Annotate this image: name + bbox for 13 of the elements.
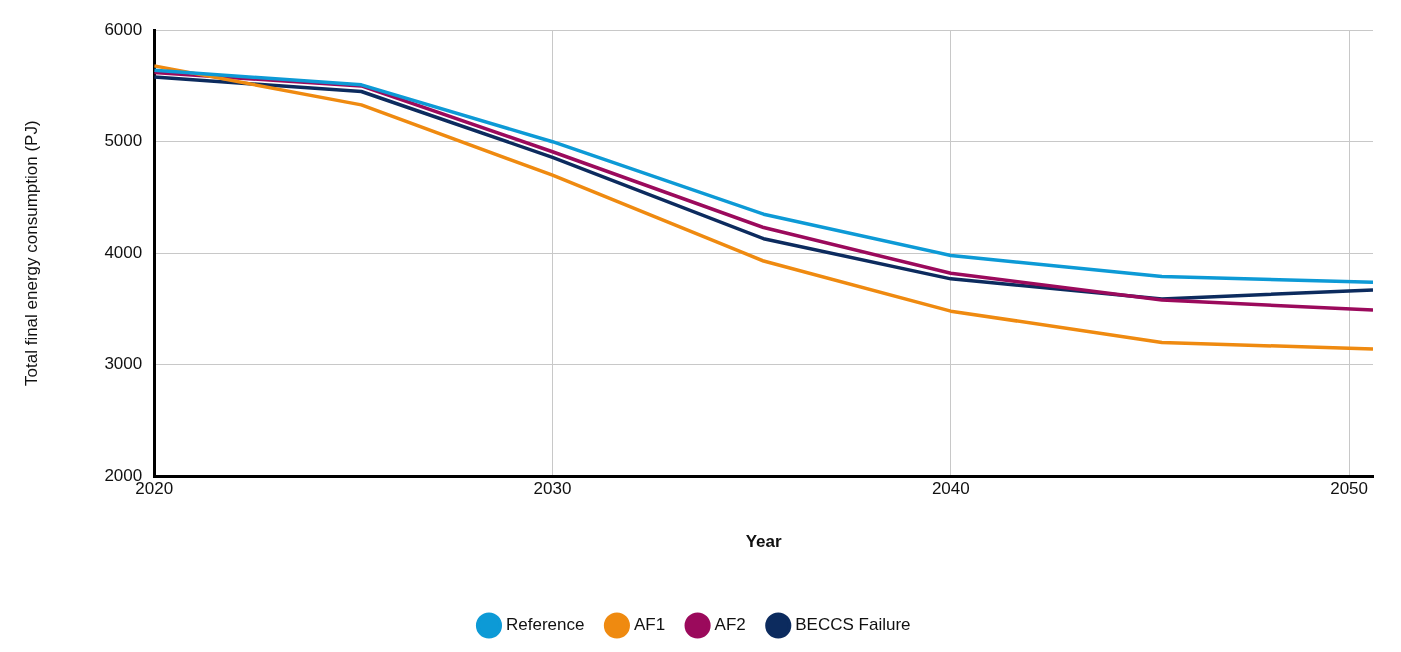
x-tick-label: 2030 — [533, 479, 572, 499]
legend-label: AF2 — [714, 615, 746, 635]
legend-label: BECCS Failure — [795, 615, 911, 635]
y-tick-label: 4000 — [104, 242, 143, 262]
y-tick-label: 3000 — [104, 354, 143, 374]
x-tick-label: 2040 — [931, 479, 970, 499]
x-tick-label: 2050 — [1330, 479, 1369, 499]
y-tick-label: 5000 — [104, 131, 143, 151]
x-axis-title: Year — [745, 532, 782, 552]
y-tick-label: 6000 — [104, 19, 143, 39]
legend-label: AF1 — [633, 615, 666, 635]
legend-label: Reference — [505, 615, 585, 635]
y-axis-title: Total final energy consumption (PJ) — [21, 120, 41, 386]
